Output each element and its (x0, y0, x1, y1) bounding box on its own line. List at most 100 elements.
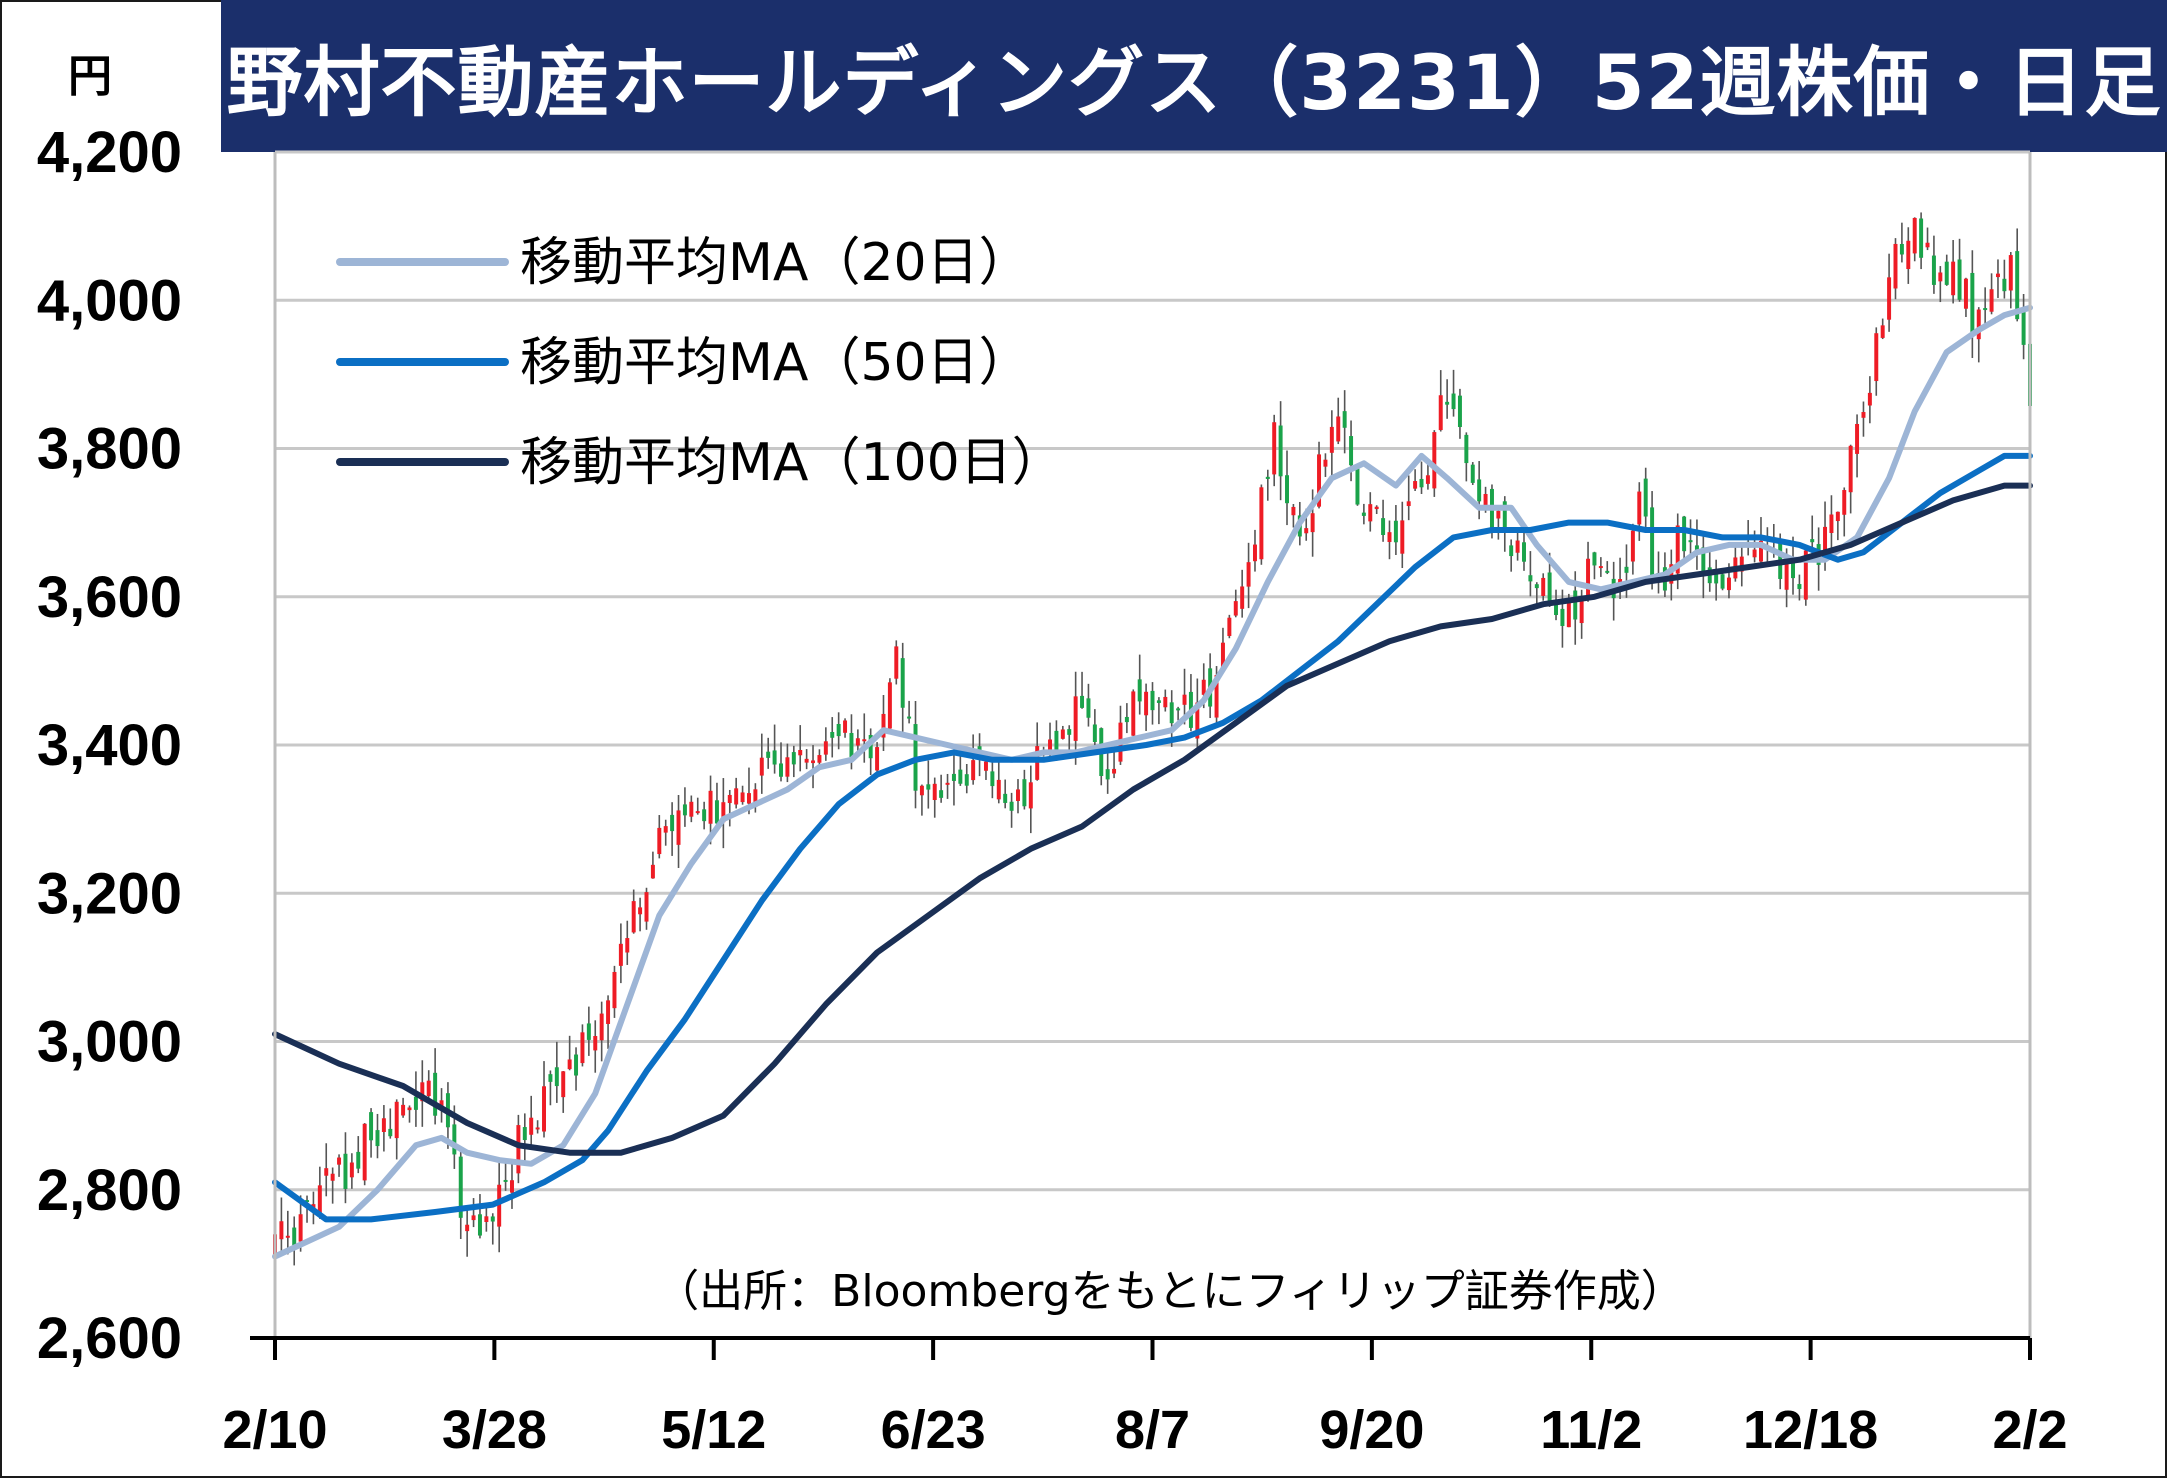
title-banner: 野村不動産ホールディングス（3231）52週株価・日足 (221, 0, 2167, 152)
chart-title: 野村不動産ホールディングス（3231）52週株価・日足 (226, 38, 2162, 127)
candle-body (420, 1082, 425, 1102)
candle-body (1470, 464, 1475, 483)
candle-body (1989, 289, 1994, 312)
candle-body (746, 793, 751, 804)
candle-body (1758, 540, 1763, 562)
candle-body (606, 1000, 611, 1024)
candle-body (433, 1072, 438, 1116)
x-tick-label: 11/2 (1540, 1400, 1642, 1460)
candle-body (1995, 273, 2000, 278)
candle-body (1214, 675, 1219, 718)
candle-body (1464, 434, 1469, 464)
candle-body (1925, 242, 1930, 248)
candle-body (1355, 468, 1360, 505)
candle-body (868, 735, 873, 759)
x-tick-labels: 2/10 3/28 5/12 6/23 8/7 9/20 11/2 12/18 2/2 (222, 1400, 2067, 1460)
legend-label: 移動平均MA（20日） (520, 233, 1031, 293)
candle-body (1413, 481, 1418, 489)
axes (250, 152, 2032, 1360)
candle-body (522, 1127, 527, 1141)
candle-body (1278, 425, 1283, 477)
candle-body (849, 733, 854, 758)
candle-body (945, 782, 950, 785)
candle-body (1675, 525, 1680, 574)
candle-body (279, 1221, 284, 1240)
candle-body (1643, 478, 1648, 517)
candle-body (714, 800, 719, 824)
candle-body (330, 1173, 335, 1181)
candle-body (599, 1013, 604, 1041)
candle-body (490, 1216, 495, 1222)
candle-body (1650, 507, 1655, 576)
candle-body (951, 773, 956, 781)
candle-body (1080, 695, 1085, 708)
candle-body (324, 1168, 329, 1176)
candle-body (1791, 561, 1795, 579)
y-tick-label: 3,800 (37, 417, 182, 482)
candle-body (2002, 278, 2007, 292)
candle-body (1150, 690, 1155, 711)
candle-body (516, 1125, 521, 1174)
candle-body (535, 1127, 540, 1130)
x-tick-label: 2/10 (222, 1400, 327, 1460)
candle-body (1778, 538, 1783, 579)
candle-body (785, 757, 790, 777)
candle-body (343, 1153, 348, 1189)
candle-body (1393, 520, 1398, 543)
candle-body (1592, 552, 1597, 566)
candle-body (766, 751, 771, 758)
candle-body (1156, 700, 1161, 703)
candle-body (311, 1204, 316, 1209)
candlesticks (273, 212, 2032, 1266)
candle-body (618, 943, 623, 966)
candle-body (1899, 243, 1904, 255)
candle-body (983, 761, 988, 771)
candle-body (1067, 729, 1072, 735)
candle-body (548, 1074, 553, 1082)
candle-body (1963, 278, 1968, 309)
y-tick-label: 2,800 (37, 1158, 182, 1223)
y-tick-label: 3,000 (37, 1010, 182, 1075)
candle-body (740, 792, 745, 803)
candle-body (394, 1101, 399, 1139)
candle-body (471, 1215, 476, 1221)
candle-body (830, 731, 835, 738)
candle-body (1144, 691, 1149, 716)
candle-body (625, 938, 630, 953)
candle-body (1701, 547, 1706, 573)
candle-body (1400, 520, 1405, 554)
candle-body (1387, 532, 1392, 542)
candle-body (1586, 558, 1591, 600)
candle-body (1259, 487, 1264, 560)
candle-body (285, 1235, 290, 1238)
candle-body (1438, 395, 1443, 431)
candle-body (727, 794, 732, 804)
candle-body (1381, 518, 1386, 535)
candle-body (734, 788, 739, 805)
candle-body (638, 907, 643, 915)
candle-body (1489, 488, 1494, 533)
candle-body (964, 774, 969, 786)
candle-body (458, 1156, 463, 1218)
candle-body (657, 827, 662, 855)
candle-body (554, 1067, 559, 1087)
candle-body (426, 1080, 431, 1097)
candle-body (1131, 691, 1136, 736)
candle-body (1317, 454, 1322, 507)
candle-body (1874, 333, 1879, 382)
candle-body (1169, 702, 1174, 724)
x-tick-label: 12/18 (1743, 1400, 1878, 1460)
candle-body (631, 901, 636, 933)
candle-body (1509, 545, 1514, 557)
candle-body (356, 1151, 361, 1169)
candle-body (791, 752, 796, 765)
legend-label: 移動平均MA（100日） (520, 433, 1064, 493)
candle-body (1092, 724, 1097, 742)
candle-body (2021, 308, 2026, 345)
candle-body (1624, 566, 1629, 573)
candle-body (1880, 325, 1885, 338)
candle-body (1451, 393, 1456, 410)
candle-body (1182, 694, 1187, 705)
candle-body (1855, 423, 1860, 454)
candle-body (413, 1096, 418, 1110)
